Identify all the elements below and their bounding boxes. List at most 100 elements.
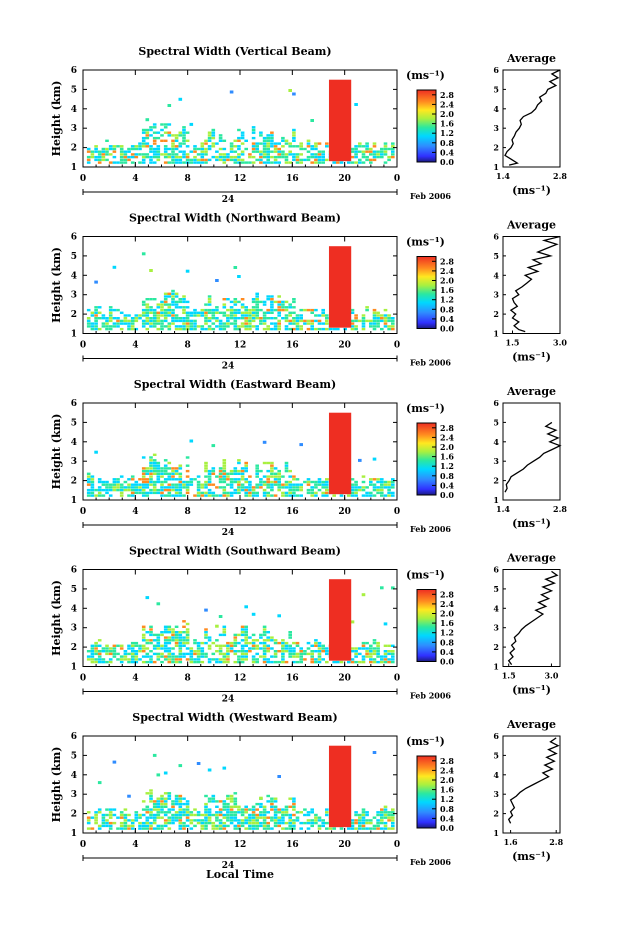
heatmap-cell	[284, 660, 289, 664]
heatmap-cell	[171, 469, 175, 473]
heatmap-cell	[284, 811, 289, 814]
heatmap-cell	[266, 644, 270, 647]
heatmap-cell	[288, 647, 292, 650]
heatmap-cell	[167, 161, 172, 164]
heatmap-cell	[130, 650, 135, 653]
heatmap-cell	[145, 647, 150, 650]
heatmap-cell	[207, 660, 212, 664]
heatmap-cell	[317, 644, 322, 647]
y-tick-label: 5	[71, 252, 77, 262]
heatmap-cell	[167, 819, 172, 822]
heatmap-cell	[310, 155, 314, 159]
heatmap-cell	[295, 478, 300, 481]
heatmap-cell	[145, 134, 150, 137]
heatmap-cell	[108, 314, 113, 317]
heatmap-cell	[248, 317, 252, 320]
heatmap-cell	[108, 153, 113, 156]
heatmap-cell	[321, 819, 325, 822]
heatmap-cell	[310, 821, 314, 825]
heatmap-cell	[134, 660, 139, 664]
heatmap-cell	[281, 303, 285, 306]
heatmap-cell	[292, 136, 296, 140]
heatmap-cell	[284, 805, 289, 808]
heatmap-cell	[163, 292, 168, 295]
heatmap-cell	[270, 488, 274, 492]
heatmap-cell	[108, 824, 113, 828]
heatmap-cell	[108, 145, 113, 148]
average-x-tick-label: 1.4	[496, 171, 510, 181]
heatmap-cell	[277, 660, 281, 664]
heatmap-cell	[251, 821, 256, 825]
heatmap-cell	[259, 811, 263, 814]
heatmap-cell	[310, 819, 314, 822]
heatmap-cell	[101, 325, 106, 328]
heatmap-cell	[215, 308, 219, 312]
heatmap-cell	[218, 824, 223, 828]
heatmap-cell	[163, 639, 168, 642]
heatmap-cell	[372, 158, 377, 162]
heatmap-cell	[163, 155, 168, 159]
average-y-tick-label: 6	[493, 565, 499, 575]
heatmap-cell	[207, 145, 212, 148]
heatmap-cell	[119, 311, 124, 314]
heatmap-cell	[156, 475, 161, 478]
heatmap-cell	[174, 486, 179, 489]
heatmap-cell	[185, 819, 190, 822]
heatmap-cell	[306, 480, 311, 484]
heatmap-cell	[215, 827, 219, 830]
y-tick-label: 3	[71, 291, 77, 301]
heatmap-cell	[270, 805, 274, 808]
heatmap-cell	[200, 650, 205, 653]
heatmap-cell	[262, 655, 267, 658]
heatmap-cell	[193, 158, 197, 162]
heatmap-cell	[116, 308, 120, 312]
heatmap-cell	[160, 660, 164, 664]
heatmap-cell	[156, 800, 161, 803]
heatmap-cell	[372, 317, 377, 320]
heatmap-cell	[222, 827, 227, 830]
heatmap-cell	[127, 644, 131, 647]
heatmap-cell	[361, 593, 366, 597]
heatmap-cell	[123, 317, 128, 320]
heatmap-cell	[134, 317, 139, 320]
heatmap-cell	[226, 813, 230, 817]
heatmap-cell	[332, 494, 336, 497]
heatmap-cell	[204, 311, 208, 314]
heatmap-cell	[105, 819, 109, 822]
y-tick-label: 2	[71, 144, 77, 154]
heatmap-cell	[226, 658, 230, 661]
heatmap-cell	[211, 652, 216, 656]
heatmap-cell	[119, 811, 124, 814]
heatmap-cell	[141, 467, 146, 470]
heatmap-cell	[266, 660, 270, 664]
heatmap-cell	[387, 325, 391, 328]
heatmap-cell	[174, 802, 179, 806]
heatmap-cell	[226, 319, 230, 323]
heatmap-cell	[167, 652, 172, 656]
heatmap-cell	[149, 824, 153, 828]
heatmap-cell	[138, 650, 142, 653]
heatmap-cell	[314, 658, 318, 661]
heatmap-cell	[361, 808, 366, 811]
heatmap-cell	[207, 327, 212, 331]
heatmap-cell	[288, 469, 292, 473]
heatmap-cell	[167, 636, 172, 639]
heatmap-cell	[350, 161, 355, 164]
heatmap-cell	[314, 314, 318, 317]
heatmap-cell	[321, 494, 325, 497]
heatmap-cell	[248, 161, 252, 164]
heatmap-cell	[105, 319, 109, 323]
heatmap-cell	[149, 488, 153, 492]
heatmap-cell	[167, 494, 172, 497]
heatmap-cell	[171, 475, 175, 478]
heatmap-cell	[358, 145, 362, 148]
heatmap-cell	[292, 311, 296, 314]
average-y-tick-label: 3	[493, 623, 499, 633]
heatmap-cell	[350, 325, 355, 328]
heatmap-cell	[86, 161, 91, 164]
heatmap-cell	[108, 658, 113, 661]
heatmap-cell	[152, 633, 157, 637]
heatmap-cell	[105, 660, 109, 664]
heatmap-cell	[292, 128, 296, 132]
